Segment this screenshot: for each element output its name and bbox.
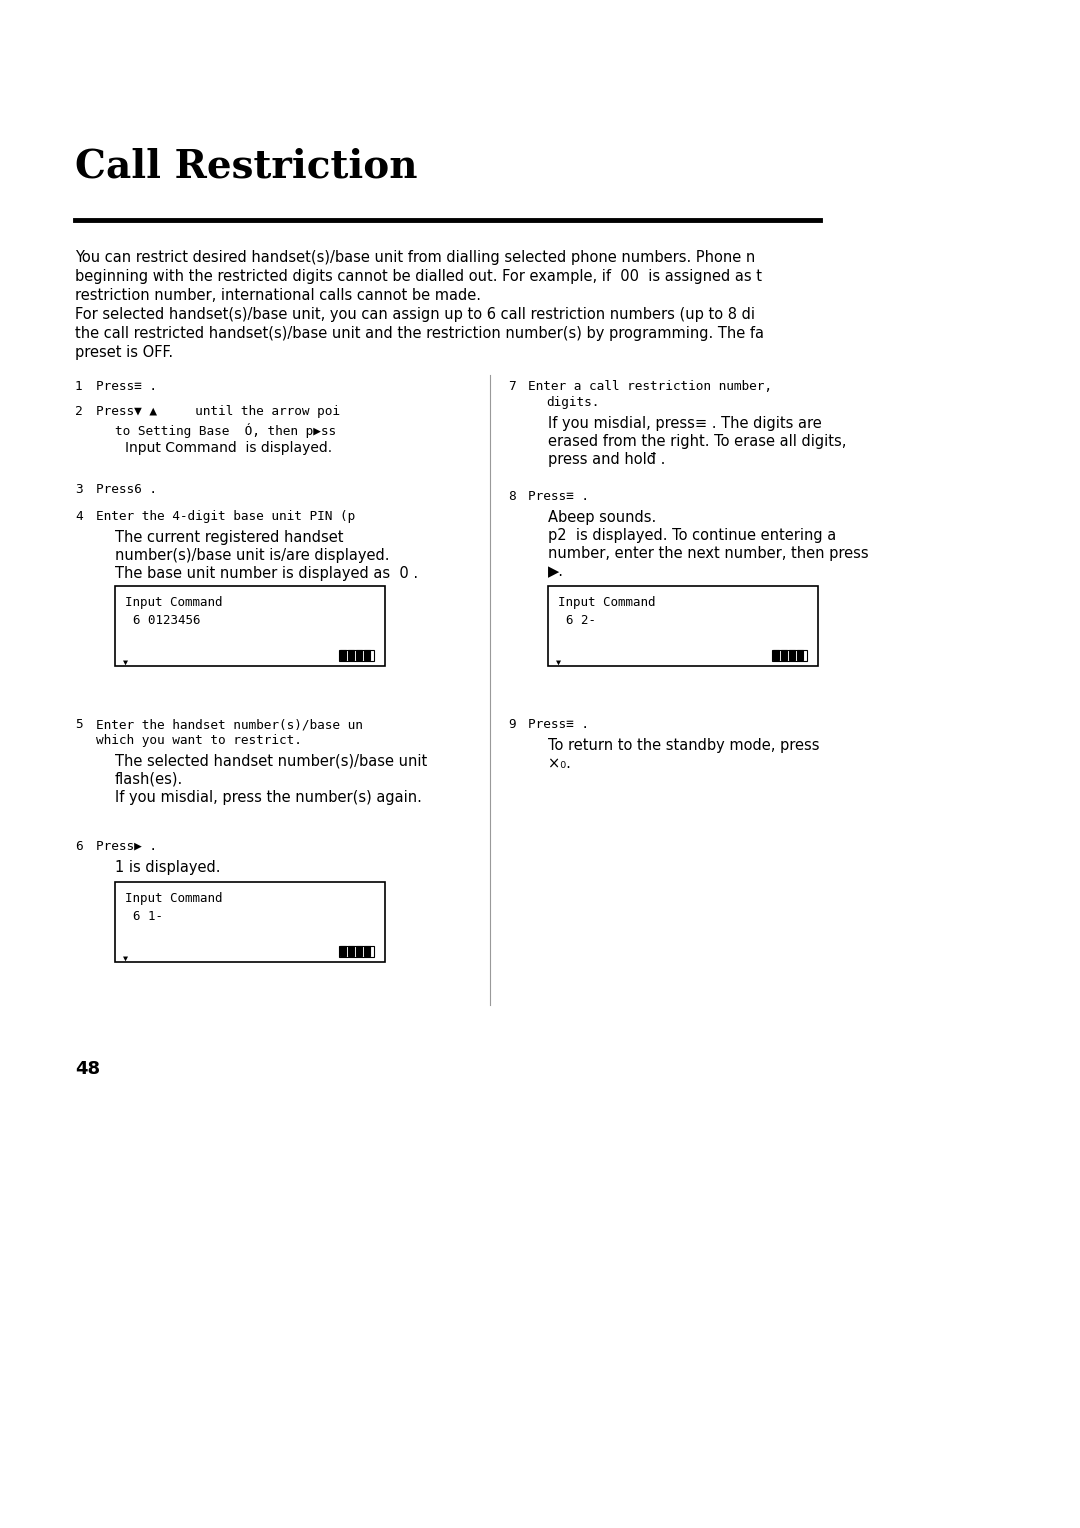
Bar [114, 587, 384, 666]
Text: Input Command: Input Command [125, 892, 222, 905]
Text: Enter the 4-digit base unit PIN (p: Enter the 4-digit base unit PIN (p [96, 510, 355, 523]
Text: The selected handset number(s)/base unit: The selected handset number(s)/base unit [114, 753, 428, 769]
Text: which you want to restrict.: which you want to restrict. [96, 733, 302, 747]
Text: to Setting Base  Ó, then p▶ss: to Setting Base Ó, then p▶ss [114, 423, 336, 439]
Bar [797, 649, 804, 660]
Text: ×₀.: ×₀. [548, 756, 571, 772]
Text: 1 is displayed.: 1 is displayed. [114, 860, 220, 876]
Text: digits.: digits. [546, 396, 599, 410]
Text: If you misdial, press the number(s) again.: If you misdial, press the number(s) agai… [114, 790, 422, 805]
Text: Abeep sounds.: Abeep sounds. [548, 510, 657, 526]
Text: press and holđ .: press and holđ . [548, 452, 665, 468]
Text: Press6 .: Press6 . [96, 483, 157, 497]
Bar [348, 649, 354, 660]
Bar [773, 649, 779, 660]
Text: beginning with the restricted digits cannot be dialled out. For example, if  00 : beginning with the restricted digits can… [75, 269, 762, 284]
Text: Press▶ .: Press▶ . [96, 840, 157, 853]
Text: If you misdial, press≡ . The digits are: If you misdial, press≡ . The digits are [548, 416, 822, 431]
Bar [356, 649, 362, 660]
Text: Press≡ .: Press≡ . [96, 380, 157, 393]
Text: The current registered handset: The current registered handset [114, 530, 343, 545]
Text: Enter the handset number(s)/base un: Enter the handset number(s)/base un [96, 718, 363, 730]
Text: 6: 6 [75, 840, 83, 853]
Text: 9: 9 [508, 718, 515, 730]
Text: 6 2-: 6 2- [566, 614, 596, 626]
Text: Input Command: Input Command [558, 596, 656, 610]
Text: Input Command  is displayed.: Input Command is displayed. [125, 442, 333, 455]
Text: number, enter the next number, then press: number, enter the next number, then pres… [548, 545, 868, 561]
Text: Press≡ .: Press≡ . [528, 490, 589, 503]
Text: Call Restriction: Call Restriction [75, 147, 418, 185]
Bar [348, 946, 354, 957]
Bar [340, 946, 346, 957]
Text: 4: 4 [75, 510, 83, 523]
Bar [339, 649, 374, 662]
Bar [781, 649, 787, 660]
Text: ▼: ▼ [123, 659, 129, 668]
Text: ▶.: ▶. [548, 564, 564, 579]
Bar [364, 649, 370, 660]
Text: 6 0123456: 6 0123456 [133, 614, 201, 626]
Text: the call restricted handset(s)/base unit and the restriction number(s) by progra: the call restricted handset(s)/base unit… [75, 325, 769, 341]
Text: Press≡ .: Press≡ . [528, 718, 589, 730]
Text: 48: 48 [75, 1060, 100, 1077]
Text: 3: 3 [75, 483, 83, 497]
Text: Enter a call restriction number,: Enter a call restriction number, [528, 380, 772, 393]
Text: For selected handset(s)/base unit, you can assign up to 6 call restriction numbe: For selected handset(s)/base unit, you c… [75, 307, 759, 322]
Text: flash(es).: flash(es). [114, 772, 184, 787]
Text: ▼: ▼ [556, 659, 561, 668]
Text: 2: 2 [75, 405, 83, 419]
Text: erased from the right. To erase all digits,: erased from the right. To erase all digi… [548, 434, 847, 449]
Text: You can restrict desired handset(s)/base unit from dialling selected phone numbe: You can restrict desired handset(s)/base… [75, 251, 760, 264]
Bar [114, 882, 384, 963]
Text: ▼: ▼ [123, 953, 129, 963]
Bar [339, 946, 374, 957]
Text: Press▼ ▲     until the arrow poi: Press▼ ▲ until the arrow poi [96, 405, 340, 419]
Text: restriction number, international calls cannot be made.: restriction number, international calls … [75, 287, 481, 303]
Text: 5: 5 [75, 718, 83, 730]
Bar [356, 946, 362, 957]
Bar [548, 587, 818, 666]
Text: 6 1-: 6 1- [133, 911, 163, 923]
Text: p2  is displayed. To continue entering a: p2 is displayed. To continue entering a [548, 529, 836, 542]
Text: preset is OFF.: preset is OFF. [75, 345, 173, 361]
Bar [340, 649, 346, 660]
Text: number(s)/base unit is/are displayed.: number(s)/base unit is/are displayed. [114, 549, 390, 562]
Text: 1: 1 [75, 380, 83, 393]
Bar [789, 649, 795, 660]
Text: 7: 7 [508, 380, 515, 393]
Bar [772, 649, 807, 662]
Text: Input Command: Input Command [125, 596, 222, 610]
Text: The base unit number is displayed as  0 .: The base unit number is displayed as 0 . [114, 565, 418, 581]
Bar [364, 946, 370, 957]
Text: To return to the standby mode, press: To return to the standby mode, press [548, 738, 820, 753]
Text: 8: 8 [508, 490, 515, 503]
